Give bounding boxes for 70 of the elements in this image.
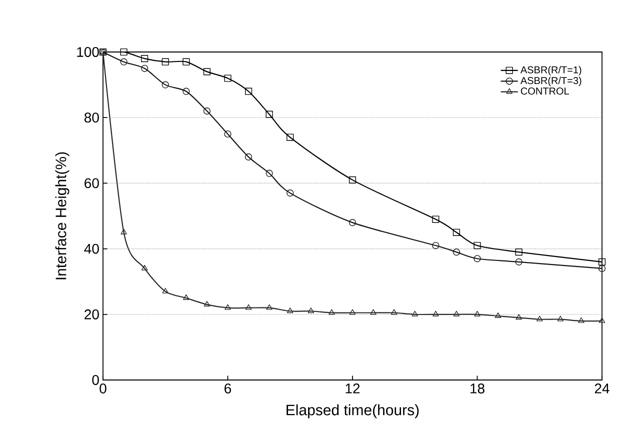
point bbox=[286, 134, 294, 141]
point bbox=[224, 74, 232, 82]
legend-label: ASBR(R/T=1) bbox=[520, 66, 582, 76]
point bbox=[203, 107, 211, 115]
point bbox=[182, 58, 190, 66]
point bbox=[244, 88, 252, 95]
point bbox=[598, 258, 606, 266]
point bbox=[120, 228, 127, 234]
point bbox=[494, 312, 502, 318]
x-tick-label: 18 bbox=[470, 384, 484, 394]
point bbox=[244, 153, 252, 161]
point bbox=[162, 58, 169, 66]
point bbox=[204, 301, 210, 307]
point bbox=[536, 316, 543, 322]
point bbox=[266, 304, 272, 310]
point bbox=[141, 64, 148, 72]
point bbox=[474, 310, 480, 316]
point bbox=[412, 310, 418, 316]
point bbox=[598, 317, 606, 323]
point bbox=[120, 48, 128, 56]
point bbox=[287, 308, 294, 314]
legend-label: CONTROL bbox=[520, 88, 569, 95]
point bbox=[182, 88, 190, 95]
x-tick-label: 12 bbox=[346, 384, 360, 394]
x-tick-label: 6 bbox=[224, 384, 232, 394]
point bbox=[266, 110, 273, 118]
point bbox=[348, 219, 356, 226]
legend-label: ASBR(R/T=3) bbox=[520, 76, 582, 86]
point bbox=[598, 264, 606, 272]
point bbox=[308, 308, 314, 314]
point bbox=[432, 242, 440, 250]
point bbox=[453, 310, 460, 316]
point bbox=[348, 176, 356, 184]
x-tick-label: 0 bbox=[100, 384, 106, 394]
point bbox=[515, 258, 522, 266]
x-axis-title: Elapsed time(hours) bbox=[286, 404, 419, 418]
point bbox=[516, 314, 522, 320]
point bbox=[120, 58, 128, 66]
point bbox=[578, 317, 584, 323]
point bbox=[515, 248, 522, 256]
point bbox=[452, 228, 460, 236]
point bbox=[224, 130, 232, 138]
point bbox=[224, 304, 231, 310]
y-tick-label: 100 bbox=[77, 47, 99, 57]
y-axis-title: Interface Height(%) bbox=[55, 152, 70, 280]
point bbox=[162, 288, 168, 294]
point bbox=[474, 242, 481, 250]
point bbox=[390, 309, 398, 315]
point bbox=[474, 255, 481, 262]
point bbox=[141, 264, 148, 270]
point bbox=[286, 189, 294, 197]
point bbox=[432, 216, 440, 223]
point bbox=[183, 294, 190, 300]
point bbox=[370, 309, 376, 315]
y-tick-label: 20 bbox=[84, 309, 99, 320]
y-tick-label: 80 bbox=[84, 112, 99, 123]
y-tick-label: 0 bbox=[92, 375, 99, 385]
point bbox=[432, 310, 439, 316]
point bbox=[203, 68, 211, 76]
point bbox=[141, 55, 148, 62]
y-tick-label: 60 bbox=[84, 178, 99, 188]
point bbox=[245, 304, 252, 310]
point bbox=[328, 309, 335, 315]
point bbox=[162, 81, 169, 88]
point bbox=[557, 316, 564, 322]
point bbox=[266, 170, 273, 177]
x-tick-label: 24 bbox=[594, 384, 610, 394]
point bbox=[452, 248, 460, 256]
y-tick-label: 40 bbox=[84, 244, 99, 254]
point bbox=[349, 309, 356, 315]
